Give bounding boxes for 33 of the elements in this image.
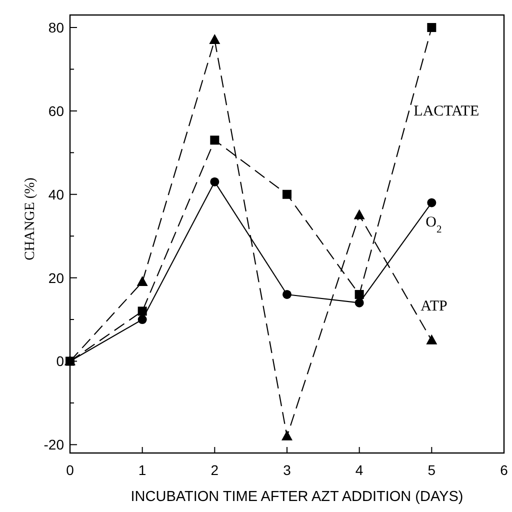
y-tick-label: 20 bbox=[48, 270, 64, 286]
y-tick-label: 40 bbox=[48, 186, 64, 202]
point bbox=[282, 430, 292, 440]
y-tick-label: 60 bbox=[48, 102, 64, 119]
point bbox=[427, 198, 436, 208]
x-tick-label: 1 bbox=[138, 462, 146, 478]
y-tick-label: 0 bbox=[56, 353, 64, 370]
x-tick-label: 0 bbox=[66, 462, 74, 478]
y-axis-title: CHANGE (%) bbox=[23, 177, 38, 260]
series-label: O$_{2}$ bbox=[426, 214, 442, 236]
y-tick-label: 80 bbox=[48, 20, 64, 36]
point bbox=[210, 136, 220, 145]
y-tick-label: -20 bbox=[44, 436, 64, 453]
point bbox=[354, 298, 364, 308]
point bbox=[354, 290, 364, 299]
x-tick-label: 2 bbox=[210, 462, 219, 478]
point bbox=[282, 290, 292, 299]
x-tick-label: 5 bbox=[428, 462, 436, 478]
point bbox=[138, 306, 147, 316]
x-tick-label: 4 bbox=[355, 462, 364, 478]
point bbox=[282, 190, 292, 199]
point bbox=[209, 34, 220, 44]
series-label: LACTATE bbox=[414, 104, 480, 120]
x-tick-label: 3 bbox=[283, 462, 292, 478]
x-tick-label: 6 bbox=[500, 462, 508, 478]
x-axis-title: INCUBATION TIME AFTER AZT ADDITION (DAYS) bbox=[130, 489, 464, 505]
point bbox=[138, 315, 147, 324]
point bbox=[354, 209, 365, 220]
series-label: ATP bbox=[420, 298, 448, 314]
point bbox=[427, 23, 436, 32]
point bbox=[136, 276, 148, 286]
point bbox=[426, 334, 438, 344]
point bbox=[210, 177, 220, 186]
